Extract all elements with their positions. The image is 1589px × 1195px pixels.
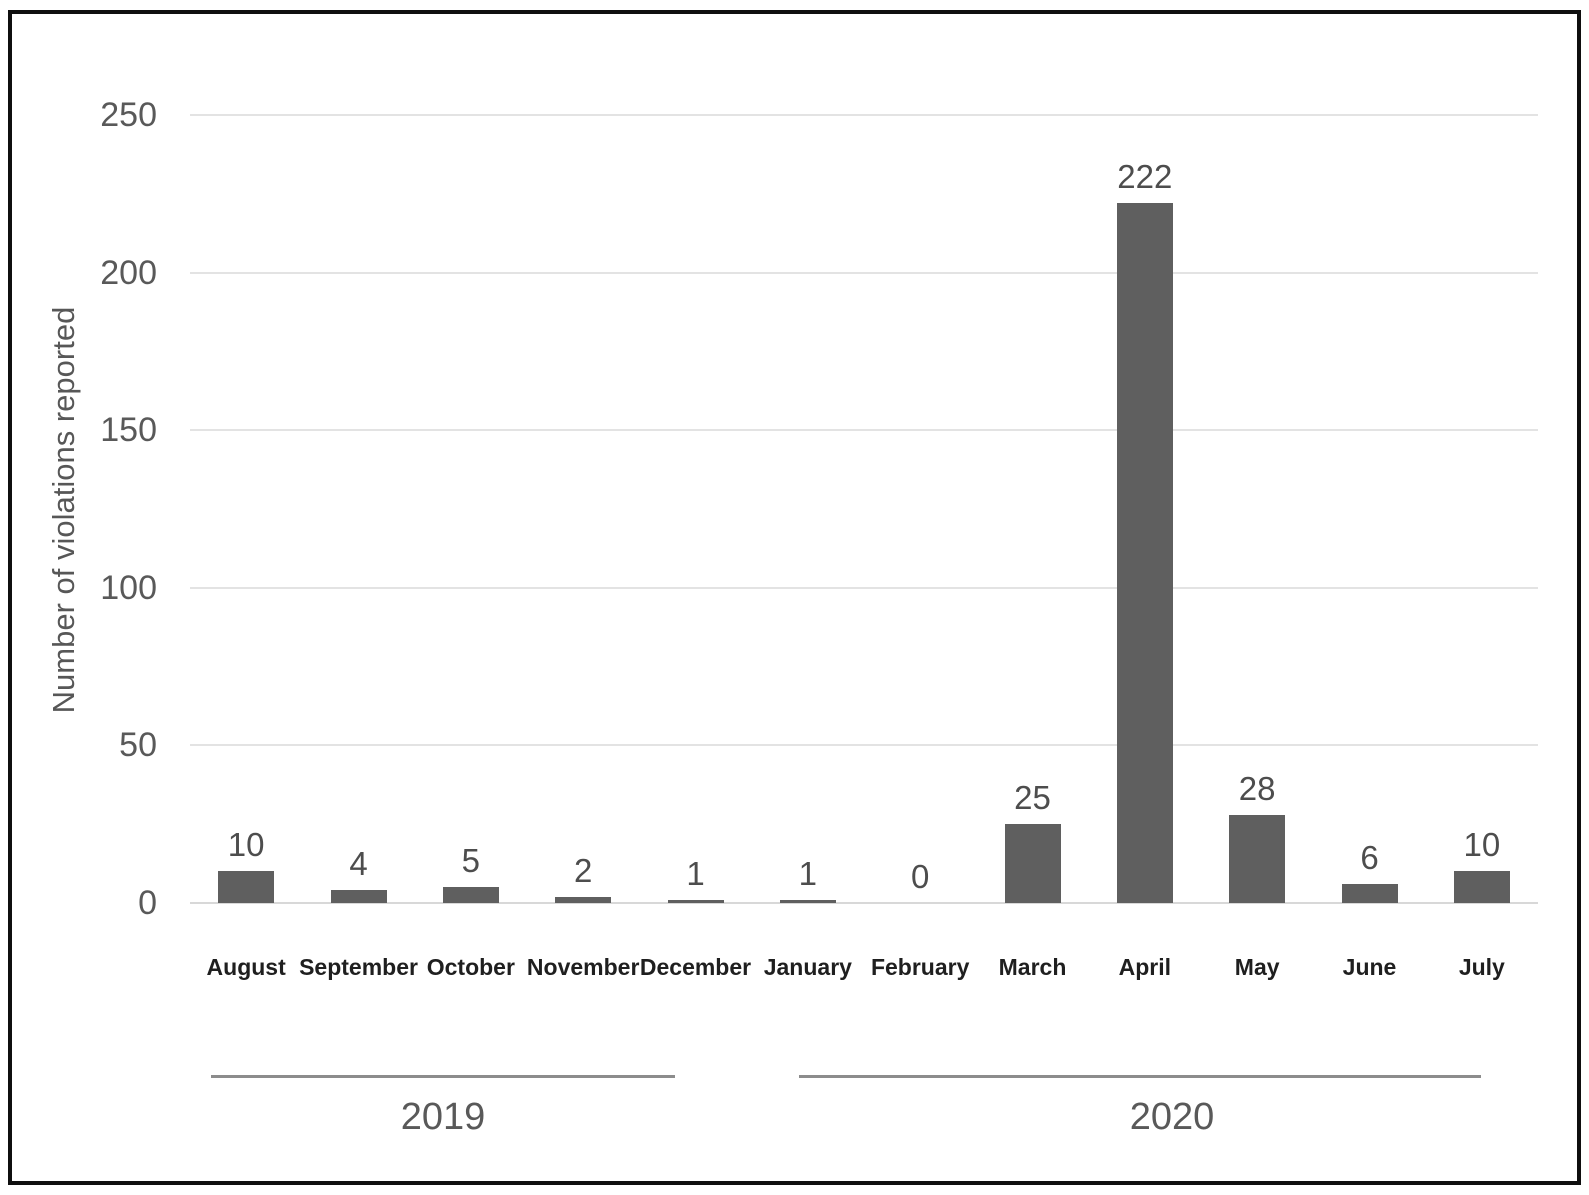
figure-border	[8, 10, 1581, 1185]
value-label-september: 4	[349, 845, 368, 883]
month-label-january: January	[763, 954, 852, 980]
year-group-line-2020	[799, 1075, 1481, 1078]
year-group-line-2019	[211, 1075, 675, 1078]
y-tick-0: 0	[138, 884, 157, 922]
year-label-2020: 2020	[1129, 1096, 1215, 1138]
value-label-february: 0	[910, 858, 930, 895]
value-label-october: 5	[461, 842, 480, 880]
bar-march	[1004, 824, 1061, 903]
value-label-august: 10	[227, 826, 265, 864]
bar-november	[555, 896, 612, 903]
value-label-december: 1	[686, 854, 705, 892]
bar-january	[779, 899, 836, 903]
value-label-may: 28	[1238, 769, 1276, 807]
month-label-february: February	[870, 954, 970, 980]
gridline-0	[190, 902, 1538, 904]
gridline-250	[190, 114, 1538, 116]
month-label-may: May	[1234, 954, 1280, 980]
gridline-50	[190, 744, 1538, 747]
value-label-june: 6	[1360, 839, 1379, 877]
bar-august	[218, 871, 275, 903]
y-axis-title: Number of violations reported	[46, 306, 81, 714]
bar-december	[667, 899, 724, 903]
value-label-july: 10	[1463, 826, 1501, 864]
month-label-september: September	[299, 954, 418, 980]
gridline-200	[190, 271, 1538, 274]
bar-july	[1453, 871, 1510, 903]
bar-october	[442, 887, 499, 903]
month-label-june: June	[1342, 954, 1397, 980]
month-label-november: November	[526, 954, 640, 980]
gridline-100	[190, 586, 1538, 589]
value-label-march: 25	[1014, 779, 1051, 817]
value-label-november: 2	[573, 851, 593, 889]
y-tick-100: 100	[100, 568, 157, 607]
y-tick-50: 50	[119, 726, 157, 765]
value-label-april: 222	[1117, 158, 1173, 196]
month-label-december: December	[639, 954, 752, 980]
month-label-march: March	[998, 954, 1067, 980]
y-tick-200: 200	[100, 253, 157, 292]
month-label-october: October	[426, 954, 515, 980]
month-label-july: July	[1458, 954, 1505, 980]
year-label-2019: 2019	[400, 1096, 486, 1138]
bar-april	[1116, 203, 1173, 903]
value-label-january: 1	[798, 854, 817, 892]
y-tick-150: 150	[100, 411, 157, 450]
gridline-150	[190, 429, 1538, 432]
y-tick-250: 250	[100, 96, 157, 134]
month-label-april: April	[1118, 954, 1172, 980]
bar-may	[1229, 814, 1286, 903]
bar-june	[1341, 884, 1398, 903]
bar-september	[330, 890, 387, 903]
month-label-august: August	[206, 954, 286, 980]
